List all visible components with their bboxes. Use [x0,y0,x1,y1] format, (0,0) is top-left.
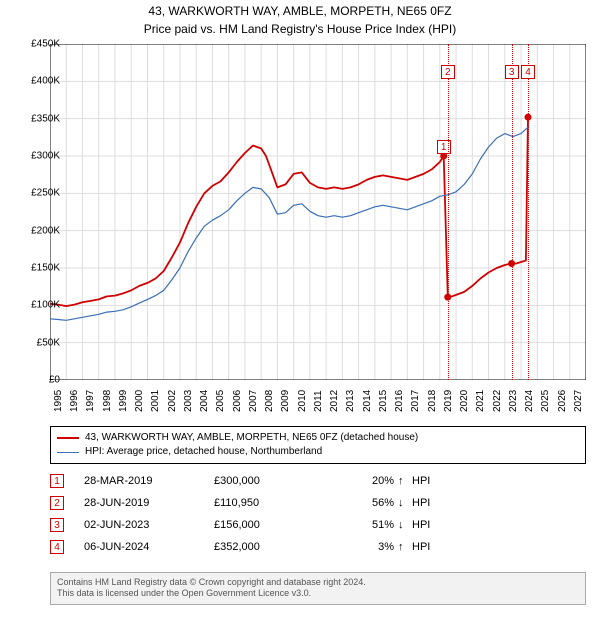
x-tick-label: 2017 [410,390,421,412]
legend-swatch-property [57,437,79,439]
x-tick-label: 2004 [199,390,210,412]
y-tick-label: £200K [31,225,60,236]
x-tick-label: 2000 [134,390,145,412]
transaction-row: 2 28-JUN-2019£110,95056%↓HPI [50,492,586,514]
x-tick-label: 2015 [378,390,389,412]
transaction-arrow-icon: ↑ [398,475,412,487]
x-tick-label: 1996 [69,390,80,412]
marker-vline [528,44,529,380]
transactions-table: 128-MAR-2019£300,00020%↑HPI228-JUN-2019£… [50,470,586,558]
x-tick-label: 1999 [118,390,129,412]
y-tick-label: £150K [31,263,60,274]
x-tick-label: 2008 [264,390,275,412]
footer-attribution: Contains HM Land Registry data © Crown c… [50,572,586,605]
chart-container: 43, WARKWORTH WAY, AMBLE, MORPETH, NE65 … [0,0,600,620]
x-tick-label: 2003 [183,390,194,412]
x-tick-label: 2014 [362,390,373,412]
y-tick-label: £350K [31,113,60,124]
y-tick-label: £400K [31,76,60,87]
y-tick-label: £300K [31,151,60,162]
footer-line-2: This data is licensed under the Open Gov… [57,588,579,599]
transaction-arrow-icon: ↓ [398,497,412,509]
chart-svg [50,44,586,380]
transaction-ref: HPI [412,519,452,531]
x-tick-label: 2007 [248,390,259,412]
x-tick-label: 2012 [329,390,340,412]
legend-label-hpi: HPI: Average price, detached house, Nort… [85,445,322,459]
legend-label-property: 43, WARKWORTH WAY, AMBLE, MORPETH, NE65 … [85,431,418,445]
x-tick-label: 1995 [53,390,64,412]
transaction-ref: HPI [412,497,452,509]
legend-item-hpi: HPI: Average price, detached house, Nort… [57,445,579,459]
transaction-date: 02-JUN-2023 [84,519,214,531]
transaction-marker: 4 [50,540,64,554]
transaction-ref: HPI [412,475,452,487]
footer-line-1: Contains HM Land Registry data © Crown c… [57,577,579,588]
y-tick-label: £450K [31,39,60,50]
transaction-price: £300,000 [214,475,334,487]
transaction-pct: 51% [334,519,398,531]
x-tick-label: 2005 [215,390,226,412]
x-tick-label: 2010 [297,390,308,412]
transaction-marker: 1 [50,474,64,488]
transaction-date: 28-JUN-2019 [84,497,214,509]
transaction-row: 1 28-MAR-2019£300,00020%↑HPI [50,470,586,492]
transaction-ref: HPI [412,541,452,553]
transaction-pct: 20% [334,475,398,487]
title-line-2: Price paid vs. HM Land Registry's House … [0,18,600,36]
legend: 43, WARKWORTH WAY, AMBLE, MORPETH, NE65 … [50,426,586,464]
transaction-row: 3 02-JUN-2023£156,00051%↓HPI [50,514,586,536]
transaction-pct: 3% [334,541,398,553]
x-tick-label: 2011 [313,390,324,412]
x-tick-label: 2006 [232,390,243,412]
legend-item-property: 43, WARKWORTH WAY, AMBLE, MORPETH, NE65 … [57,431,579,445]
x-tick-label: 2018 [427,390,438,412]
x-tick-label: 2016 [394,390,405,412]
chart-marker-2: 2 [441,65,455,79]
x-tick-label: 2025 [540,390,551,412]
transaction-arrow-icon: ↓ [398,519,412,531]
legend-swatch-hpi [57,452,79,453]
marker-vline [512,44,513,380]
marker-vline [448,44,449,380]
x-tick-label: 2026 [557,390,568,412]
title-line-1: 43, WARKWORTH WAY, AMBLE, MORPETH, NE65 … [0,0,600,18]
transaction-price: £156,000 [214,519,334,531]
x-tick-label: 2002 [167,390,178,412]
transaction-price: £352,000 [214,541,334,553]
x-tick-label: 2009 [280,390,291,412]
x-tick-label: 2001 [150,390,161,412]
x-tick-label: 2013 [345,390,356,412]
y-tick-label: £100K [31,300,60,311]
transaction-arrow-icon: ↑ [398,541,412,553]
x-tick-label: 2027 [573,390,584,412]
y-tick-label: £250K [31,188,60,199]
transaction-date: 06-JUN-2024 [84,541,214,553]
chart-marker-3: 3 [505,65,519,79]
x-tick-label: 2021 [475,390,486,412]
x-tick-label: 2024 [524,390,535,412]
transaction-marker: 2 [50,496,64,510]
x-tick-label: 2022 [492,390,503,412]
x-tick-label: 2019 [443,390,454,412]
x-tick-label: 1997 [85,390,96,412]
y-tick-label: £0 [49,375,60,386]
x-tick-label: 2023 [508,390,519,412]
transaction-date: 28-MAR-2019 [84,475,214,487]
transaction-marker: 3 [50,518,64,532]
transaction-pct: 56% [334,497,398,509]
x-tick-label: 1998 [102,390,113,412]
chart-plot-area [50,44,586,380]
transaction-price: £110,950 [214,497,334,509]
x-tick-label: 2020 [459,390,470,412]
y-tick-label: £50K [37,337,60,348]
transaction-row: 4 06-JUN-2024£352,0003%↑HPI [50,536,586,558]
chart-marker-4: 4 [521,65,535,79]
